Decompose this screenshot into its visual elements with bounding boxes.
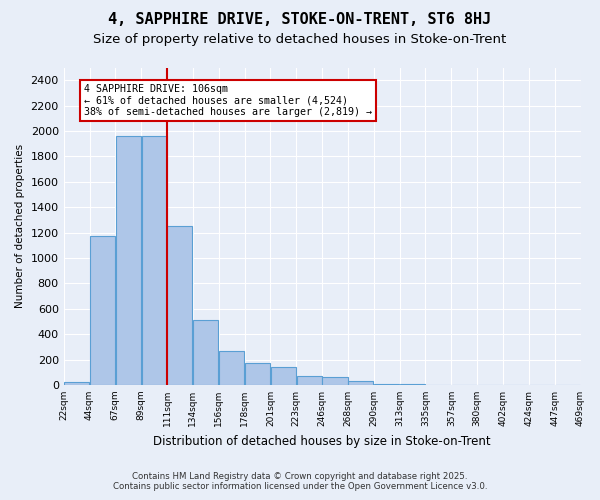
- Bar: [271, 367, 296, 385]
- Bar: [64, 382, 89, 385]
- Text: Contains HM Land Registry data © Crown copyright and database right 2025.
Contai: Contains HM Land Registry data © Crown c…: [113, 472, 487, 491]
- Bar: [167, 226, 193, 385]
- Bar: [374, 384, 399, 385]
- X-axis label: Distribution of detached houses by size in Stoke-on-Trent: Distribution of detached houses by size …: [153, 434, 491, 448]
- Bar: [193, 320, 218, 385]
- Bar: [116, 136, 141, 385]
- Y-axis label: Number of detached properties: Number of detached properties: [15, 144, 25, 308]
- Text: Size of property relative to detached houses in Stoke-on-Trent: Size of property relative to detached ho…: [94, 32, 506, 46]
- Bar: [296, 376, 322, 385]
- Bar: [400, 384, 425, 385]
- Bar: [245, 362, 270, 385]
- Bar: [322, 378, 347, 385]
- Bar: [219, 350, 244, 385]
- Bar: [349, 381, 373, 385]
- Text: 4 SAPPHIRE DRIVE: 106sqm
← 61% of detached houses are smaller (4,524)
38% of sem: 4 SAPPHIRE DRIVE: 106sqm ← 61% of detach…: [85, 84, 373, 117]
- Bar: [142, 136, 167, 385]
- Bar: [90, 236, 115, 385]
- Text: 4, SAPPHIRE DRIVE, STOKE-ON-TRENT, ST6 8HJ: 4, SAPPHIRE DRIVE, STOKE-ON-TRENT, ST6 8…: [109, 12, 491, 28]
